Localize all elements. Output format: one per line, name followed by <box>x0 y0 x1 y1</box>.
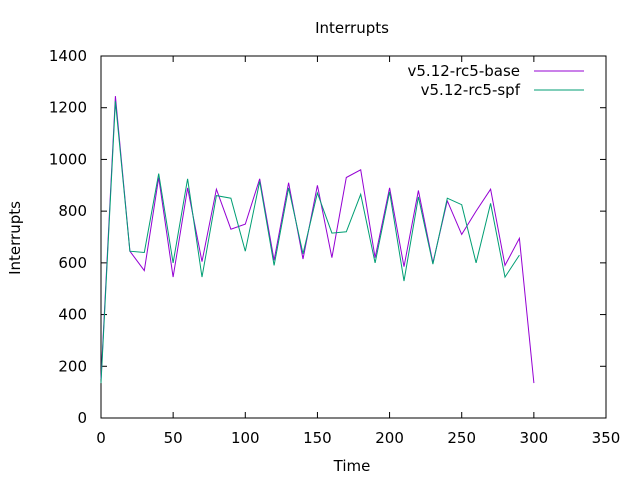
x-tick-label: 350 <box>592 429 621 447</box>
y-tick-label: 200 <box>58 357 87 375</box>
y-tick-label: 1000 <box>49 150 87 168</box>
axis-ticks: 0 50 100 150 200 250 300 350 0 200 400 600 800 1000 12… <box>49 47 621 447</box>
chart-title: Interrupts <box>315 19 389 37</box>
y-axis-label: Interrupts <box>6 201 24 275</box>
y-tick-label: 600 <box>58 254 87 272</box>
y-tick-label: 400 <box>58 306 87 324</box>
x-tick-label: 150 <box>303 429 332 447</box>
x-tick-label: 200 <box>375 429 404 447</box>
series-line-1 <box>100 101 520 384</box>
series-line-0 <box>100 96 535 384</box>
x-axis-label: Time <box>333 457 371 475</box>
x-tick-label: 250 <box>447 429 476 447</box>
plot-border <box>100 55 607 419</box>
y-tick-label: 800 <box>58 202 87 220</box>
x-tick-label: 50 <box>164 429 183 447</box>
y-tick-label: 0 <box>77 409 87 427</box>
legend-label-1: v5.12-rc5-spf <box>421 81 521 99</box>
legend-label-0: v5.12-rc5-base <box>408 62 521 80</box>
plot-area <box>100 55 607 419</box>
x-tick-label: 100 <box>231 429 260 447</box>
y-tick-label: 1400 <box>49 47 87 65</box>
y-tick-label: 1200 <box>49 99 87 117</box>
x-tick-label: 0 <box>96 429 106 447</box>
x-tick-label: 300 <box>520 429 549 447</box>
series-lines <box>100 96 535 384</box>
